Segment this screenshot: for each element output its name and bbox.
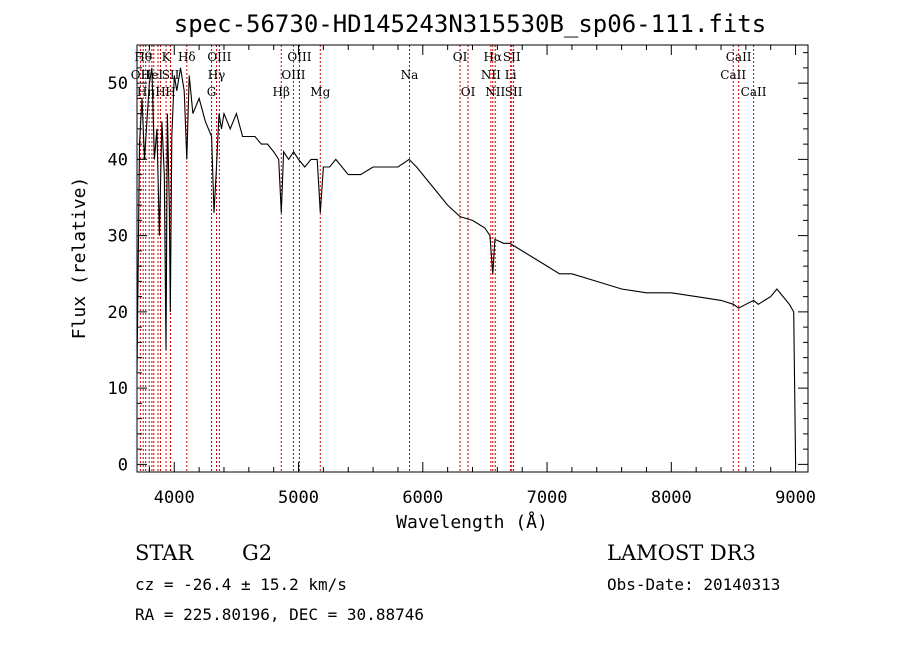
chart-title: spec-56730-HD145243N315530B_sp06-111.fit…: [174, 10, 766, 38]
y-tick-label: 40: [108, 150, 128, 170]
line-label: CaII: [720, 68, 746, 82]
x-axis-ticks: 4000 5000 6000 7000 8000 9000: [148, 45, 816, 508]
y-axis-ticks: 0 10 20 30 40 50: [108, 52, 808, 475]
y-tick-label: 30: [108, 227, 128, 247]
line-label: OIII: [207, 50, 231, 64]
y-axis-label: Flux (relative): [69, 177, 90, 340]
x-tick-label: 4000: [154, 488, 195, 508]
line-label: Hθ: [134, 50, 152, 64]
survey-name: LAMOST DR3: [607, 541, 756, 565]
line-label: G: [207, 85, 217, 99]
spectral-line-markers: [139, 45, 755, 472]
line-label: NII: [485, 85, 505, 99]
spectral-line-labels: OIIHθHηHeIHKHSIIHδGHγOIIIHβOIIIOIIIMgNaO…: [131, 50, 767, 99]
x-tick-label: 7000: [527, 488, 568, 508]
line-label: OII: [131, 68, 151, 82]
object-subclass: G2: [242, 541, 272, 565]
line-label: NII: [481, 68, 501, 82]
line-label: Na: [401, 68, 419, 82]
line-label: SII: [503, 50, 521, 64]
line-label: SII: [162, 68, 180, 82]
x-tick-label: 9000: [775, 488, 816, 508]
x-axis-label: Wavelength (Å): [396, 511, 548, 533]
object-class: STAR: [135, 541, 194, 565]
x-tick-label: 6000: [402, 488, 443, 508]
line-label: H: [165, 85, 175, 99]
y-tick-label: 10: [108, 379, 128, 399]
line-label: Mg: [310, 85, 330, 99]
line-label: Hβ: [273, 85, 290, 99]
line-label: H: [155, 85, 165, 99]
line-label: Hδ: [178, 50, 196, 64]
x-tick-label: 8000: [651, 488, 692, 508]
line-label: OI: [453, 50, 468, 64]
spectrum-series: [136, 67, 797, 465]
line-label: CaII: [741, 85, 767, 99]
line-label: Li: [505, 68, 517, 82]
y-tick-label: 20: [108, 303, 128, 323]
line-label: K: [162, 50, 172, 64]
line-label: OI: [461, 85, 476, 99]
y-tick-label: 0: [118, 455, 128, 475]
line-label: Hα: [483, 50, 502, 64]
line-label: OIII: [287, 50, 311, 64]
line-label: Hη: [137, 85, 155, 99]
redshift-cz: cz = -26.4 ± 15.2 km/s: [135, 575, 347, 594]
plot-frame: [136, 44, 809, 473]
line-label: SII: [505, 85, 523, 99]
line-label: OIII: [281, 68, 305, 82]
observation-date: Obs-Date: 20140313: [607, 575, 780, 594]
y-tick-label: 50: [108, 74, 128, 94]
line-label: CaII: [726, 50, 752, 64]
line-label: Hγ: [208, 68, 226, 82]
x-tick-label: 5000: [278, 488, 319, 508]
ra-dec-coordinates: RA = 225.80196, DEC = 30.88746: [135, 605, 424, 624]
